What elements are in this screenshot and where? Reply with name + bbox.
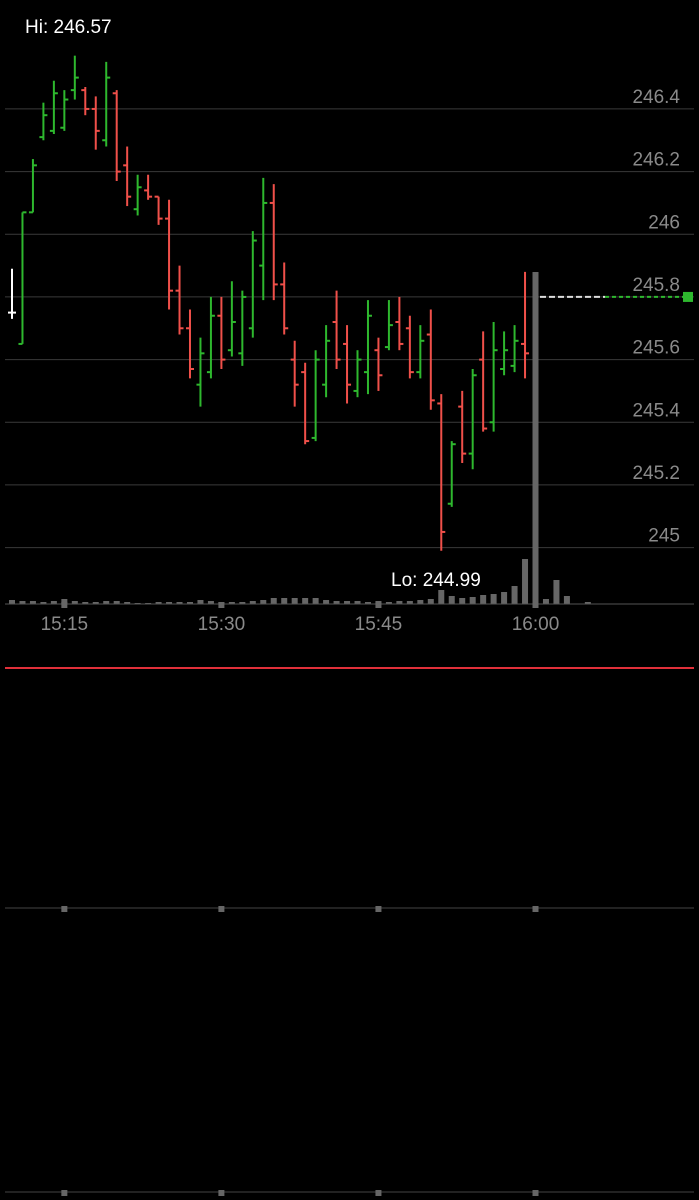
y-tick-label: 245.2 xyxy=(632,463,680,484)
x-tick-mark xyxy=(61,1190,68,1196)
volume-bar xyxy=(344,601,351,604)
last-price-marker xyxy=(683,291,693,302)
volume-bar xyxy=(228,602,235,604)
volume-bar xyxy=(385,602,392,604)
x-tick-mark xyxy=(532,602,539,608)
x-tick-mark xyxy=(218,602,225,608)
volume-bar xyxy=(19,601,26,604)
volume-bar xyxy=(480,595,487,604)
volume-bar xyxy=(448,596,455,604)
volume-bar xyxy=(417,600,424,604)
volume-bar xyxy=(333,601,340,604)
volume-bar xyxy=(490,594,497,604)
volume-bar xyxy=(176,602,183,604)
volume-bar xyxy=(239,602,246,604)
volume-bar xyxy=(92,602,99,604)
volume-bar xyxy=(542,599,549,604)
volume-bar xyxy=(396,601,403,604)
x-tick-mark xyxy=(61,906,68,912)
volume-bar xyxy=(323,600,330,604)
y-tick-label: 245 xyxy=(648,526,680,547)
volume-bar xyxy=(459,598,466,604)
volume-bar xyxy=(553,580,560,604)
x-tick-label: 16:00 xyxy=(512,614,560,635)
volume-bar xyxy=(50,601,57,604)
volume-bar xyxy=(270,598,277,604)
volume-bar xyxy=(103,601,110,604)
lo-label: Lo: 244.99 xyxy=(391,570,481,591)
volume-bar xyxy=(501,592,508,604)
volume-bar xyxy=(29,601,36,604)
volume-bar xyxy=(302,598,309,604)
volume-bar xyxy=(71,601,78,604)
x-tick-mark xyxy=(532,906,539,912)
x-tick-label: 15:30 xyxy=(198,614,246,635)
volume-bar xyxy=(207,601,214,604)
volume-bar xyxy=(40,602,47,604)
volume-bar xyxy=(82,602,89,604)
volume-bar xyxy=(427,599,434,604)
volume-bar xyxy=(511,586,518,604)
x-tick-mark xyxy=(218,906,225,912)
x-tick-mark xyxy=(375,602,382,608)
y-tick-label: 246 xyxy=(648,212,680,233)
volume-bar xyxy=(312,598,319,604)
volume-bar xyxy=(260,600,267,604)
volume-bar xyxy=(364,602,371,604)
volume-bar xyxy=(354,601,361,604)
volume-bar xyxy=(584,602,591,604)
volume-bar xyxy=(469,597,476,604)
volume-bar xyxy=(438,590,445,604)
volume-bar xyxy=(155,602,162,604)
volume-bar xyxy=(281,598,288,604)
y-tick-label: 246.2 xyxy=(632,150,680,171)
y-tick-label: 245.6 xyxy=(632,338,680,359)
volume-bar xyxy=(113,601,120,604)
volume-bar xyxy=(532,272,539,604)
x-tick-mark xyxy=(61,602,68,608)
volume-bar xyxy=(563,596,570,604)
volume-bar xyxy=(61,599,68,604)
x-tick-mark xyxy=(218,1190,225,1196)
volume-bar xyxy=(9,600,15,604)
y-tick-label: 245.4 xyxy=(632,400,680,421)
volume-bar xyxy=(522,559,529,604)
volume-bar xyxy=(124,602,131,604)
volume-bar xyxy=(406,601,413,604)
x-tick-label: 15:15 xyxy=(41,614,89,635)
volume-bar xyxy=(186,602,193,604)
x-tick-mark xyxy=(532,1190,539,1196)
x-tick-mark xyxy=(375,1190,382,1196)
volume-bar xyxy=(291,598,298,604)
volume-bar xyxy=(166,602,173,604)
y-tick-label: 246.4 xyxy=(632,87,680,108)
volume-bar xyxy=(249,601,256,604)
volume-bar xyxy=(197,600,204,604)
y-tick-label: 245.8 xyxy=(632,275,680,296)
hi-label: Hi: 246.57 xyxy=(25,17,112,38)
x-tick-mark xyxy=(375,906,382,912)
x-tick-label: 15:45 xyxy=(355,614,403,635)
